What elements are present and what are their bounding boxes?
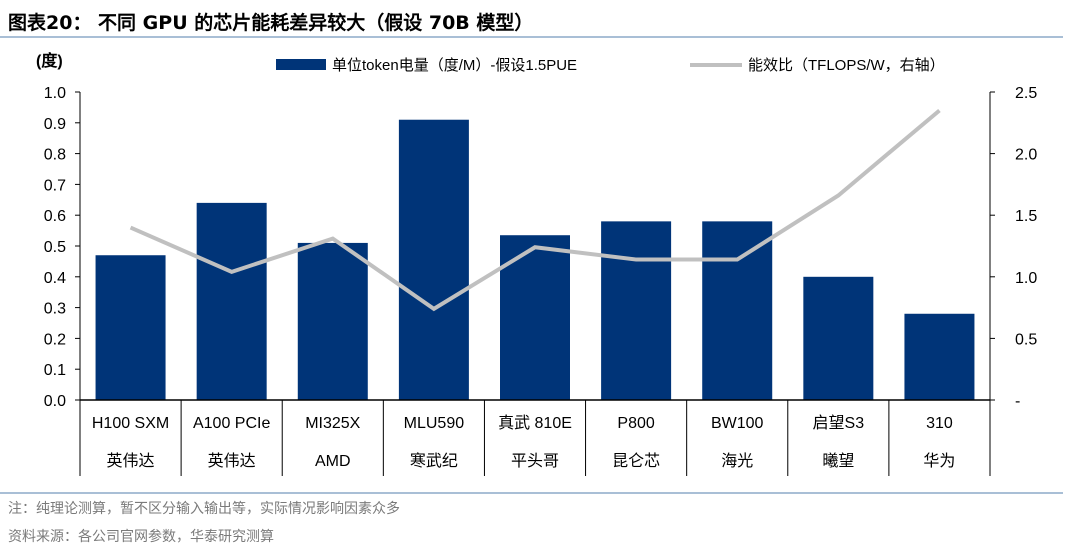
right-tick-label: 2.5 bbox=[1015, 85, 1037, 102]
legend-label-line: 能效比（TFLOPS/W，右轴） bbox=[748, 57, 945, 74]
category-label: BW100 bbox=[711, 415, 764, 432]
vendor-label: 昆仑芯 bbox=[612, 452, 660, 470]
left-tick-label: 0.5 bbox=[44, 239, 66, 256]
legend: 单位token电量（度/M）-假设1.5PUE 能效比（TFLOPS/W，右轴） bbox=[276, 57, 945, 74]
left-tick-label: 0.3 bbox=[44, 301, 66, 318]
title-rule bbox=[0, 36, 1063, 38]
source-text: 资料来源：各公司官网参数，华泰研究测算 bbox=[8, 529, 274, 545]
category-label: 真武 810E bbox=[498, 414, 572, 432]
right-tick-label: 2.0 bbox=[1015, 147, 1037, 164]
legend-swatch-bar bbox=[276, 59, 326, 70]
bar bbox=[297, 242, 368, 400]
left-tick-label: 0.9 bbox=[44, 116, 66, 133]
bar bbox=[95, 255, 166, 400]
bar bbox=[904, 313, 975, 400]
figure-title: 图表20： 不同 GPU 的芯片能耗差异较大（假设 70B 模型） bbox=[8, 12, 534, 34]
vendor-label: AMD bbox=[315, 453, 351, 470]
category-label: 启望S3 bbox=[813, 414, 865, 432]
left-tick-label: 0.1 bbox=[44, 362, 66, 379]
category-label: MLU590 bbox=[404, 415, 465, 432]
category-label: H100 SXM bbox=[92, 415, 169, 432]
note-text: 注：纯理论测算，暂不区分输入输出等，实际情况影响因素众多 bbox=[8, 501, 400, 517]
legend-label-bar: 单位token电量（度/M）-假设1.5PUE bbox=[332, 57, 577, 74]
category-label: MI325X bbox=[305, 415, 360, 432]
vendor-label: 英伟达 bbox=[208, 452, 256, 470]
left-tick-label: 0.7 bbox=[44, 177, 66, 194]
category-label: 310 bbox=[926, 415, 953, 432]
vendor-label: 英伟达 bbox=[107, 452, 155, 470]
right-tick-label: - bbox=[1015, 393, 1020, 410]
bar bbox=[601, 221, 672, 400]
vendor-label: 海光 bbox=[721, 452, 753, 470]
right-tick-label: 1.0 bbox=[1015, 270, 1037, 287]
vendor-label: 平头哥 bbox=[511, 452, 559, 470]
left-axis-unit: (度) bbox=[36, 51, 63, 70]
bar bbox=[702, 221, 773, 400]
efficiency-line bbox=[129, 108, 941, 312]
left-tick-label: 0.4 bbox=[44, 270, 66, 287]
bar bbox=[398, 119, 469, 400]
bar bbox=[803, 276, 874, 400]
right-tick-label: 0.5 bbox=[1015, 331, 1037, 348]
left-tick-label: 0.6 bbox=[44, 208, 66, 225]
footer-rule bbox=[0, 492, 1063, 494]
left-tick-label: 1.0 bbox=[44, 85, 66, 102]
category-label: P800 bbox=[617, 415, 654, 432]
left-tick-label: 0.8 bbox=[44, 147, 66, 164]
category-label: A100 PCIe bbox=[193, 415, 270, 432]
vendor-label: 华为 bbox=[923, 452, 955, 470]
right-tick-label: 1.5 bbox=[1015, 208, 1037, 225]
left-tick-label: 0.0 bbox=[44, 393, 66, 410]
left-tick-label: 0.2 bbox=[44, 331, 66, 348]
bar bbox=[196, 202, 267, 400]
vendor-label: 寒武纪 bbox=[410, 451, 458, 470]
vendor-label: 曦望 bbox=[822, 452, 854, 470]
